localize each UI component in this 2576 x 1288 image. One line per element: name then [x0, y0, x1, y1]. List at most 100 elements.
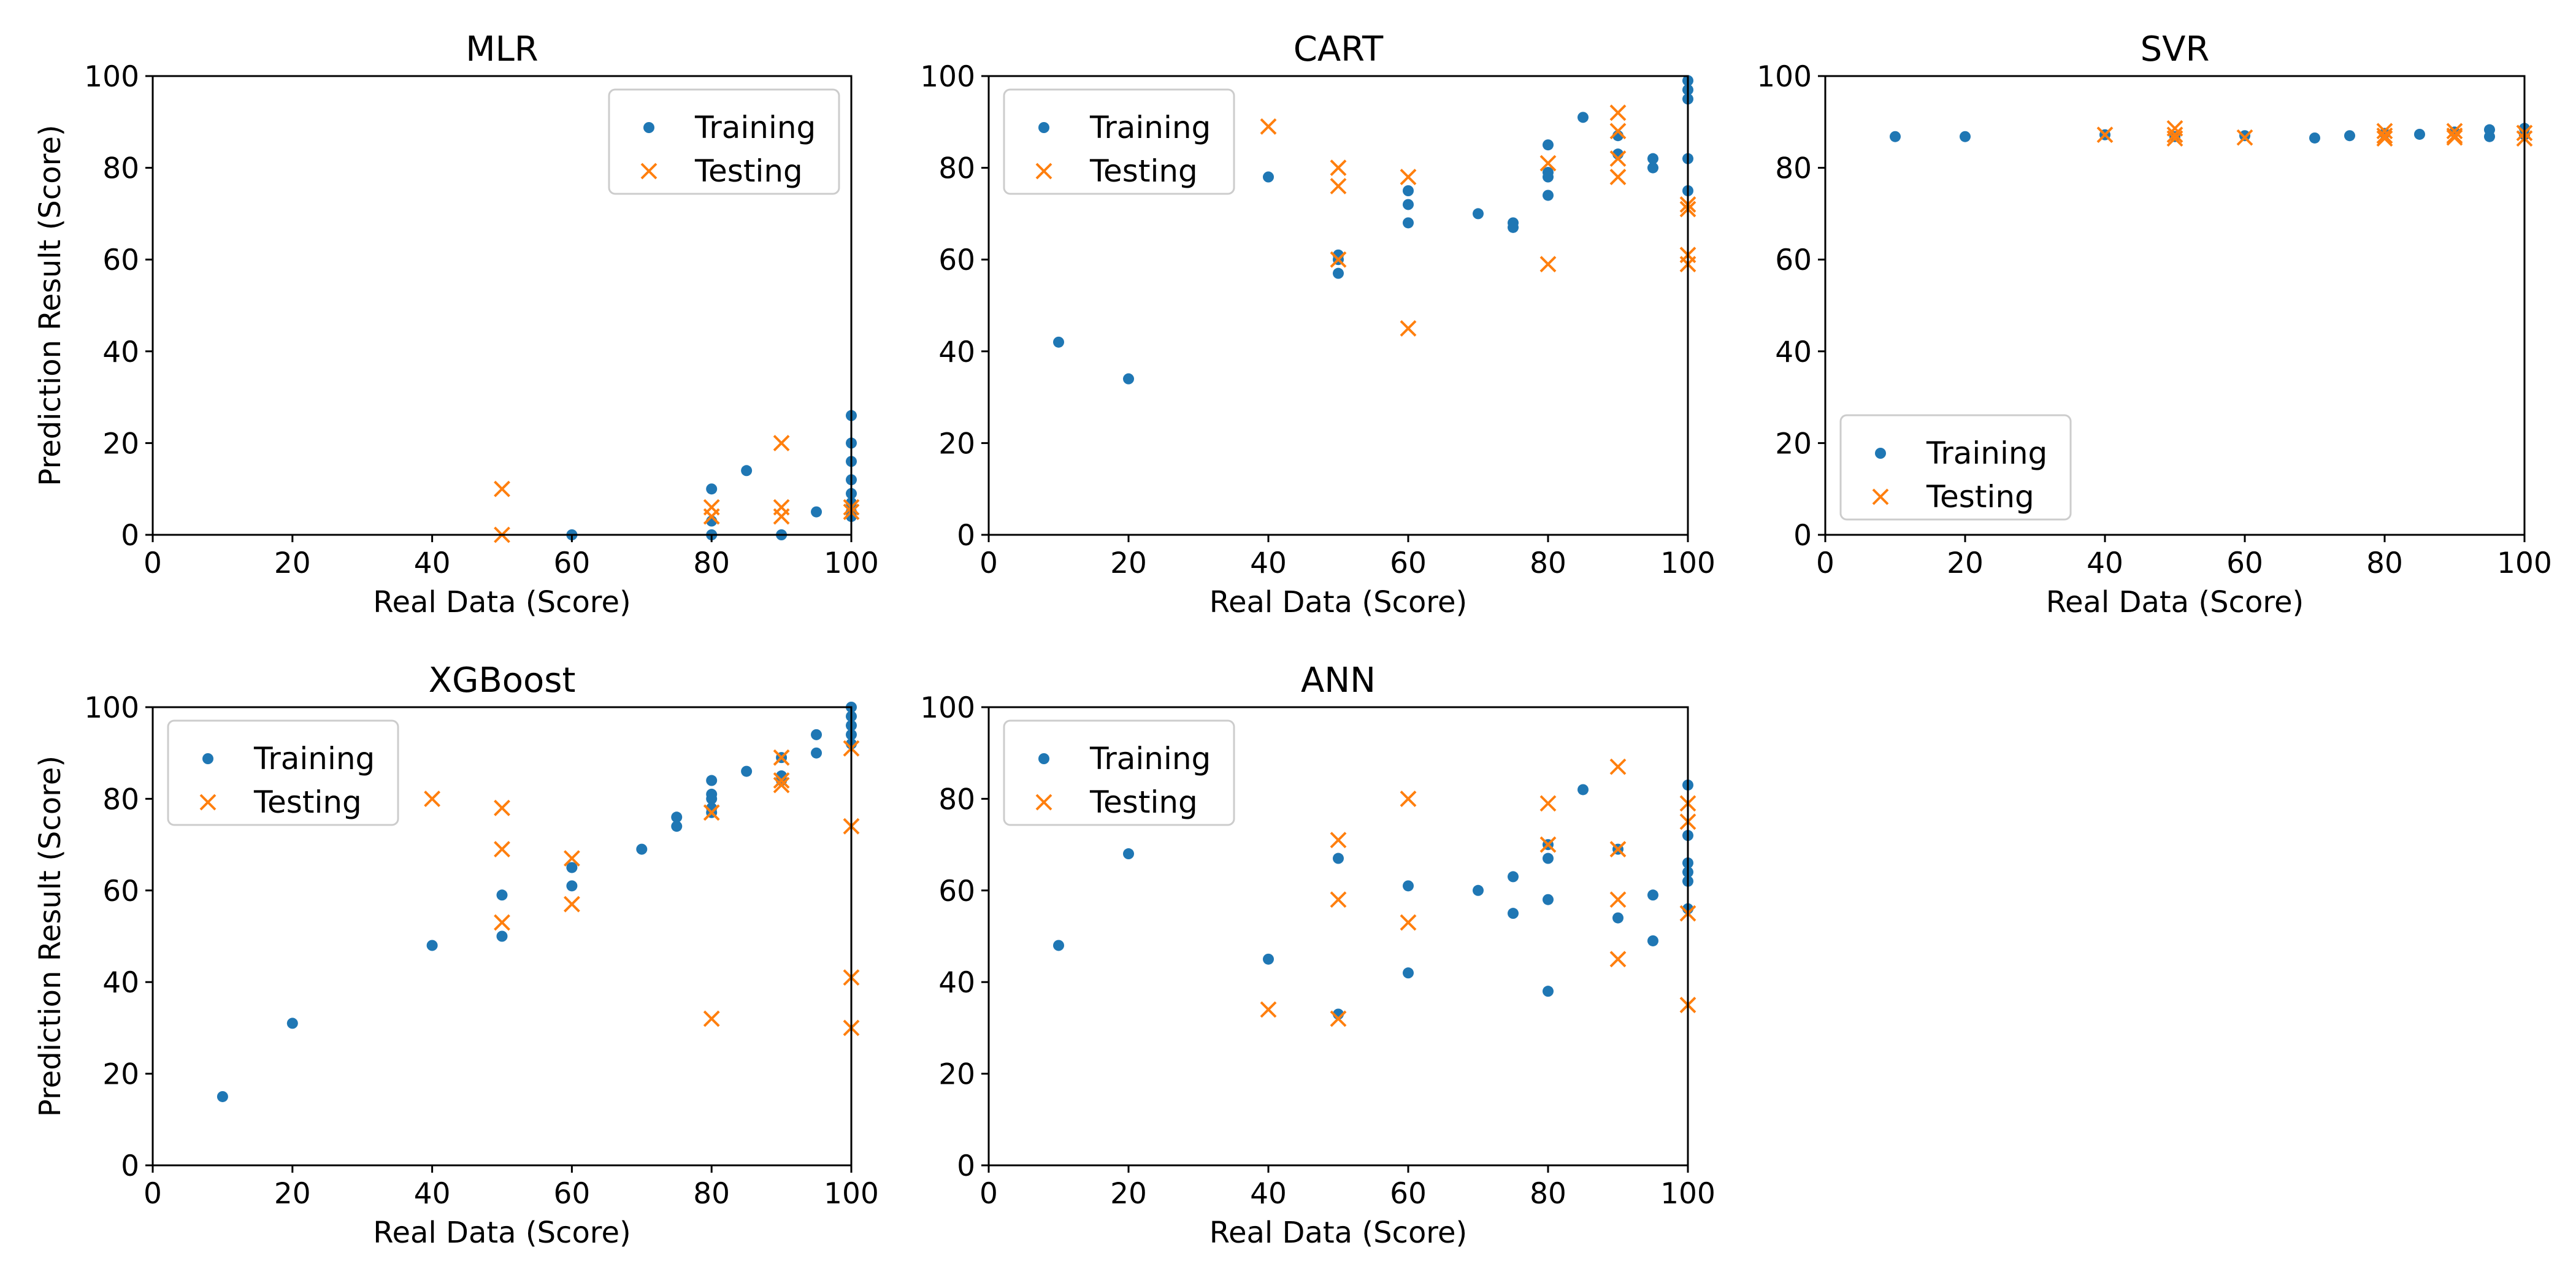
x-tick-label: 40: [414, 546, 451, 580]
legend: Training Testing: [1004, 721, 1234, 825]
y-tick-label: 20: [102, 1058, 139, 1092]
panel-title: XGBoost: [429, 661, 576, 700]
panel-title: CART: [1294, 29, 1384, 69]
x-tick-label: 40: [2087, 546, 2123, 580]
y-tick-label: 100: [920, 691, 975, 725]
x-axis-label: Real Data (Score): [1209, 1216, 1468, 1250]
legend: Training Testing: [1841, 415, 2071, 519]
training-point: [1053, 940, 1064, 951]
training-point: [1960, 131, 1971, 142]
training-point: [1577, 112, 1589, 123]
y-tick-label: 60: [102, 875, 139, 908]
training-point: [1403, 880, 1414, 891]
y-tick-label: 40: [938, 966, 975, 1000]
legend-training-marker: [1875, 448, 1886, 459]
legend-training-marker: [1038, 753, 1049, 764]
y-tick-label: 80: [938, 152, 975, 186]
x-tick-label: 20: [1947, 546, 1984, 580]
y-tick-label: 80: [938, 783, 975, 816]
training-point: [1508, 871, 1519, 882]
y-tick-label: 80: [102, 783, 139, 816]
training-point: [1263, 954, 1274, 965]
x-tick-label: 0: [1816, 546, 1834, 580]
legend-training-marker: [1038, 122, 1049, 133]
training-point: [741, 465, 752, 476]
training-point: [1577, 784, 1589, 795]
training-point: [497, 931, 508, 942]
y-tick-label: 0: [121, 1149, 139, 1183]
training-point: [1123, 374, 1134, 385]
training-point: [1403, 967, 1414, 978]
x-tick-label: 100: [2497, 546, 2552, 580]
x-tick-label: 100: [1660, 1177, 1715, 1211]
x-tick-label: 60: [553, 1177, 590, 1211]
legend-testing-label: Testing: [253, 784, 362, 820]
y-tick-label: 100: [1757, 60, 1812, 94]
x-tick-label: 0: [144, 546, 162, 580]
training-point: [2414, 129, 2425, 140]
y-tick-label: 20: [938, 1058, 975, 1092]
legend: Training Testing: [1004, 90, 1234, 194]
y-tick-label: 20: [938, 427, 975, 461]
y-tick-label: 60: [102, 243, 139, 277]
y-tick-label: 100: [84, 691, 139, 725]
x-tick-label: 80: [2366, 546, 2403, 580]
training-point: [811, 748, 822, 759]
training-point: [1053, 337, 1064, 348]
training-point: [1333, 853, 1344, 864]
x-tick-label: 40: [1250, 546, 1287, 580]
legend: Training Testing: [609, 90, 839, 194]
x-tick-label: 40: [414, 1177, 451, 1211]
training-point: [671, 821, 682, 832]
legend-training-label: Training: [1089, 110, 1211, 145]
y-tick-label: 60: [1775, 243, 1812, 277]
y-tick-label: 0: [121, 519, 139, 553]
y-tick-label: 60: [938, 243, 975, 277]
y-tick-label: 20: [102, 427, 139, 461]
x-tick-label: 20: [1110, 1177, 1147, 1211]
training-point: [706, 775, 717, 786]
training-point: [427, 940, 438, 951]
training-point: [1612, 913, 1623, 924]
training-point: [1403, 217, 1414, 228]
training-point: [1647, 163, 1658, 174]
y-tick-label: 80: [102, 152, 139, 186]
x-tick-label: 60: [1390, 1177, 1427, 1211]
x-tick-label: 100: [1660, 546, 1715, 580]
training-point: [741, 766, 752, 777]
y-tick-label: 80: [1775, 152, 1812, 186]
legend-training-label: Training: [694, 110, 816, 145]
y-tick-label: 60: [938, 875, 975, 908]
y-axis-label: Prediction Result (Score): [33, 756, 67, 1117]
x-tick-label: 0: [979, 1177, 998, 1211]
training-point: [1473, 885, 1484, 896]
x-axis-label: Real Data (Score): [373, 1216, 631, 1250]
training-point: [1543, 190, 1554, 201]
x-tick-label: 60: [1390, 546, 1427, 580]
legend-training-label: Training: [253, 741, 375, 776]
panel-title: SVR: [2141, 29, 2210, 69]
training-point: [1508, 222, 1519, 233]
x-axis-label: Real Data (Score): [2046, 585, 2304, 619]
training-point: [1123, 848, 1134, 859]
x-tick-label: 20: [274, 546, 311, 580]
training-point: [2309, 132, 2320, 144]
x-tick-label: 60: [2226, 546, 2263, 580]
training-point: [1473, 208, 1484, 219]
x-tick-label: 100: [824, 1177, 879, 1211]
legend-training-label: Training: [1926, 435, 2047, 471]
training-point: [1647, 889, 1658, 900]
training-point: [1543, 172, 1554, 183]
x-tick-label: 40: [1250, 1177, 1287, 1211]
legend-testing-label: Testing: [1926, 479, 2034, 515]
x-tick-label: 80: [693, 1177, 730, 1211]
legend-training-marker: [643, 122, 654, 133]
y-tick-label: 100: [84, 60, 139, 94]
legend-training-label: Training: [1089, 741, 1211, 776]
x-axis-label: Real Data (Score): [1209, 585, 1468, 619]
training-point: [2239, 130, 2250, 141]
y-tick-label: 0: [957, 1149, 975, 1183]
y-tick-label: 40: [102, 966, 139, 1000]
training-point: [1890, 131, 1901, 142]
